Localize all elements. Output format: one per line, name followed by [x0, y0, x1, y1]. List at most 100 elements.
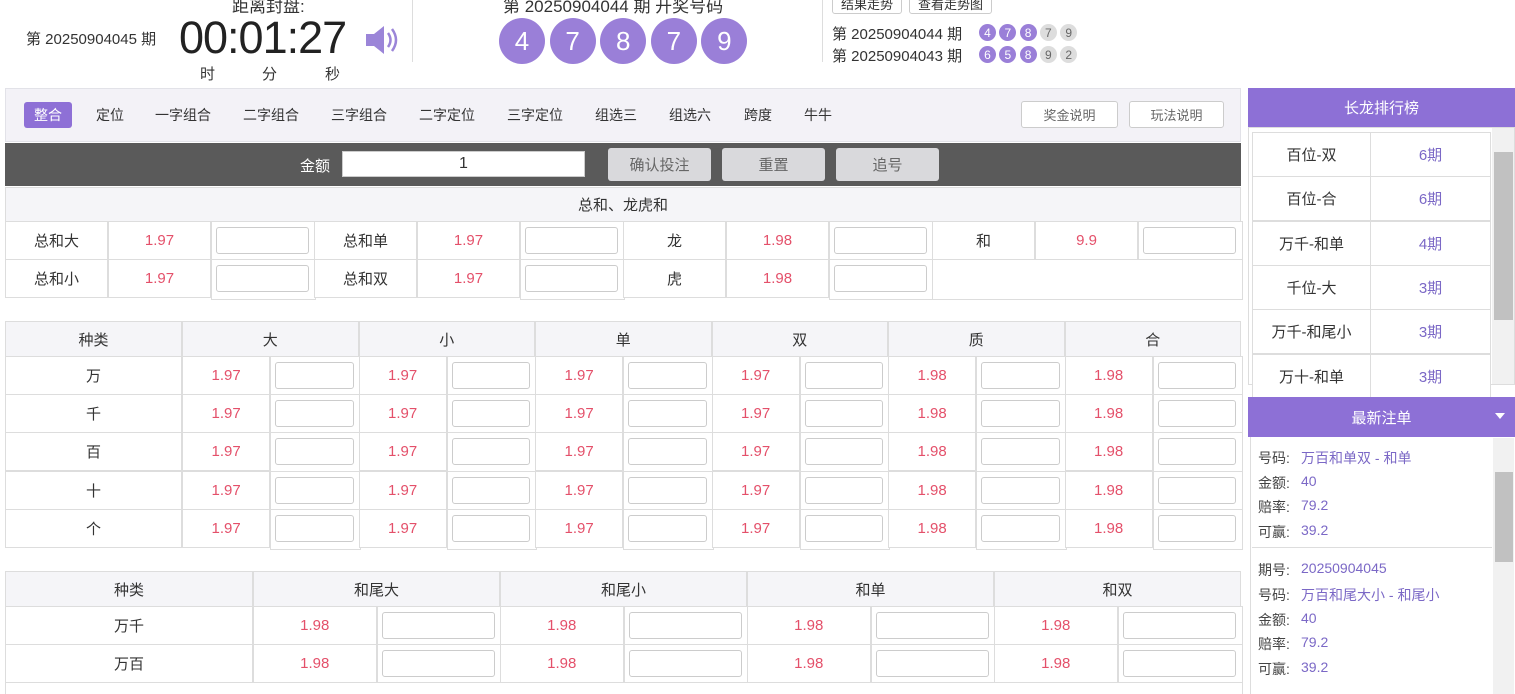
- odds-input[interactable]: [381, 650, 495, 678]
- odds-input[interactable]: [275, 400, 354, 428]
- odds-input[interactable]: [216, 265, 309, 292]
- odds-input[interactable]: [875, 612, 989, 639]
- bet-name: 总和双: [314, 259, 417, 298]
- odds-input[interactable]: [804, 476, 883, 504]
- field-label: 号码:: [1258, 450, 1290, 466]
- scroll-thumb: [1495, 472, 1513, 562]
- scroll-thumb: [1494, 152, 1513, 320]
- odds-input[interactable]: [381, 612, 495, 639]
- odds-input[interactable]: [1157, 514, 1236, 542]
- odds: 1.97: [358, 432, 447, 472]
- bet-button[interactable]: 确认投注: [608, 148, 711, 181]
- bet-button[interactable]: 追号: [836, 148, 939, 181]
- odds: 1.97: [535, 356, 624, 395]
- odds-input[interactable]: [1157, 362, 1236, 389]
- odds-input[interactable]: [1122, 650, 1236, 678]
- tab[interactable]: 定位: [96, 107, 124, 123]
- field-value: 39.2: [1301, 658, 1329, 675]
- column-header: 种类: [5, 321, 182, 357]
- odds-input[interactable]: [804, 514, 883, 542]
- field-label: 金额:: [1258, 474, 1290, 491]
- odds-input[interactable]: [834, 265, 927, 292]
- tab[interactable]: 二字定位: [419, 107, 475, 123]
- rank-streak: 6期: [1370, 132, 1491, 177]
- odds-input[interactable]: [451, 514, 530, 542]
- odds-input[interactable]: [981, 438, 1060, 466]
- tab[interactable]: 组选六: [669, 107, 711, 123]
- odds-input[interactable]: [451, 400, 530, 428]
- odds-input[interactable]: [804, 400, 883, 428]
- odds-input[interactable]: [525, 227, 618, 254]
- odds-input[interactable]: [628, 438, 707, 466]
- tab[interactable]: 三字定位: [507, 107, 563, 123]
- odds-input[interactable]: [834, 227, 927, 254]
- odds-input[interactable]: [804, 362, 883, 389]
- odds-input[interactable]: [216, 227, 309, 254]
- odds-input[interactable]: [804, 438, 883, 466]
- odds-input[interactable]: [628, 476, 707, 504]
- odds-input[interactable]: [275, 514, 354, 542]
- tab[interactable]: 整合: [24, 102, 72, 128]
- odds-input[interactable]: [628, 612, 742, 639]
- column-header: 和单: [747, 571, 994, 607]
- odds-input[interactable]: [275, 438, 354, 466]
- odds-input[interactable]: [628, 400, 707, 428]
- odds-input[interactable]: [451, 362, 530, 389]
- tab[interactable]: 组选三: [595, 107, 637, 123]
- odds-input[interactable]: [275, 362, 354, 389]
- trend-button[interactable]: 查看走势图: [909, 0, 992, 14]
- tab[interactable]: 一字组合: [155, 107, 211, 123]
- odds-input[interactable]: [628, 362, 707, 389]
- odds-input[interactable]: [1122, 612, 1236, 639]
- odds-input[interactable]: [451, 476, 530, 504]
- history-period: 第 20250904043 期: [832, 48, 963, 65]
- odds-input[interactable]: [1143, 227, 1236, 254]
- tab[interactable]: 牛牛: [804, 107, 832, 123]
- odds-input[interactable]: [981, 400, 1060, 428]
- column-header: 质: [888, 321, 1065, 357]
- amount-input[interactable]: 1: [342, 151, 585, 177]
- column-header: 合: [1064, 321, 1241, 357]
- odds-input[interactable]: [981, 476, 1060, 504]
- odds-input[interactable]: [628, 650, 742, 678]
- tab[interactable]: 跨度: [744, 107, 772, 123]
- tab[interactable]: 三字组合: [331, 107, 387, 123]
- odds-input[interactable]: [275, 476, 354, 504]
- odds: 1.97: [108, 221, 211, 260]
- help-button[interactable]: 奖金说明: [1021, 101, 1118, 128]
- field-label: 期号:: [1258, 562, 1290, 579]
- row-name: 十: [5, 470, 182, 510]
- separator: [412, 0, 413, 62]
- dropdown-arrow[interactable]: [1495, 413, 1505, 419]
- odds-input[interactable]: [875, 650, 989, 678]
- odds: 1.97: [711, 356, 800, 395]
- row-name: 万百: [5, 644, 253, 684]
- odds: 1.98: [500, 644, 624, 684]
- sound-icon[interactable]: [364, 24, 402, 56]
- odds-input[interactable]: [1157, 438, 1236, 466]
- odds-input[interactable]: [981, 362, 1060, 389]
- odds-input[interactable]: [628, 514, 707, 542]
- odds: 1.98: [726, 259, 829, 298]
- draw-ball: 4: [499, 18, 545, 64]
- odds-input[interactable]: [525, 265, 618, 292]
- odds-input[interactable]: [981, 514, 1060, 542]
- rank-streak: 3期: [1370, 264, 1491, 310]
- odds-input[interactable]: [451, 438, 530, 466]
- history-ball: 8: [1019, 46, 1037, 63]
- rank-name: 百位-双: [1252, 132, 1371, 177]
- draw-ball: 9: [701, 18, 748, 64]
- trend-button[interactable]: 结果走势: [832, 0, 902, 14]
- help-button[interactable]: 玩法说明: [1129, 101, 1224, 128]
- bets-panel: [1250, 437, 1493, 694]
- odds: 1.98: [888, 356, 977, 395]
- odds-input[interactable]: [1157, 400, 1236, 428]
- tab[interactable]: 二字组合: [243, 107, 299, 123]
- odds: 1.98: [994, 644, 1118, 684]
- odds-input[interactable]: [1157, 476, 1236, 504]
- bet-button[interactable]: 重置: [722, 148, 825, 181]
- column-header: 和双: [994, 571, 1241, 607]
- field-label: 可赢:: [1258, 523, 1290, 540]
- history-ball: 7: [999, 24, 1017, 41]
